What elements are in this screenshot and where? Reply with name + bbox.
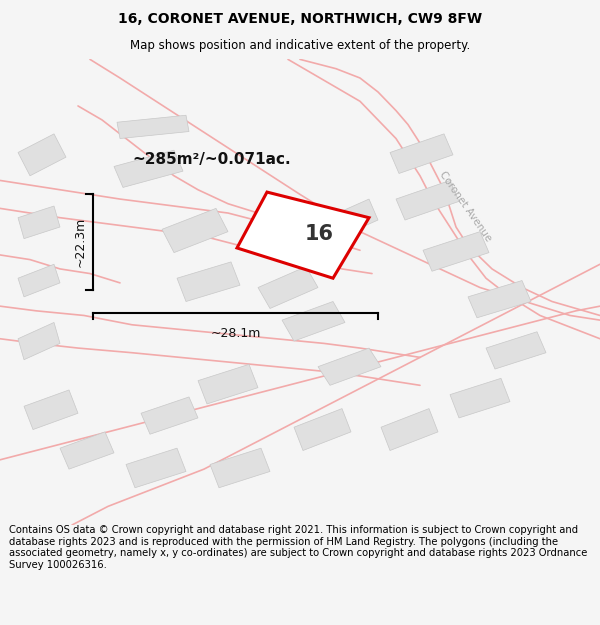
Polygon shape xyxy=(18,134,66,176)
Text: ~22.3m: ~22.3m xyxy=(73,217,86,268)
Polygon shape xyxy=(390,134,453,174)
Polygon shape xyxy=(468,281,531,318)
Polygon shape xyxy=(237,192,369,278)
Polygon shape xyxy=(486,332,546,369)
Polygon shape xyxy=(177,262,240,301)
Text: Contains OS data © Crown copyright and database right 2021. This information is : Contains OS data © Crown copyright and d… xyxy=(9,525,587,570)
Polygon shape xyxy=(24,390,78,429)
Text: ~28.1m: ~28.1m xyxy=(211,327,260,340)
Polygon shape xyxy=(18,264,60,297)
Polygon shape xyxy=(381,409,438,451)
Polygon shape xyxy=(450,378,510,418)
Polygon shape xyxy=(117,115,189,139)
Polygon shape xyxy=(126,448,186,488)
Polygon shape xyxy=(396,181,459,220)
Polygon shape xyxy=(162,208,228,252)
Polygon shape xyxy=(198,364,258,404)
Polygon shape xyxy=(210,448,270,488)
Polygon shape xyxy=(18,322,60,360)
Text: Coronet Avenue: Coronet Avenue xyxy=(437,169,493,243)
Polygon shape xyxy=(141,397,198,434)
Text: Map shows position and indicative extent of the property.: Map shows position and indicative extent… xyxy=(130,39,470,52)
Polygon shape xyxy=(423,232,489,271)
Text: 16, CORONET AVENUE, NORTHWICH, CW9 8FW: 16, CORONET AVENUE, NORTHWICH, CW9 8FW xyxy=(118,12,482,26)
Polygon shape xyxy=(114,150,183,188)
Text: ~285m²/~0.071ac.: ~285m²/~0.071ac. xyxy=(132,152,290,167)
Polygon shape xyxy=(327,199,378,239)
Polygon shape xyxy=(60,432,114,469)
Polygon shape xyxy=(294,409,351,451)
Polygon shape xyxy=(258,267,318,309)
Polygon shape xyxy=(318,348,381,385)
Text: 16: 16 xyxy=(305,224,334,244)
Polygon shape xyxy=(18,206,60,239)
Polygon shape xyxy=(282,301,345,341)
